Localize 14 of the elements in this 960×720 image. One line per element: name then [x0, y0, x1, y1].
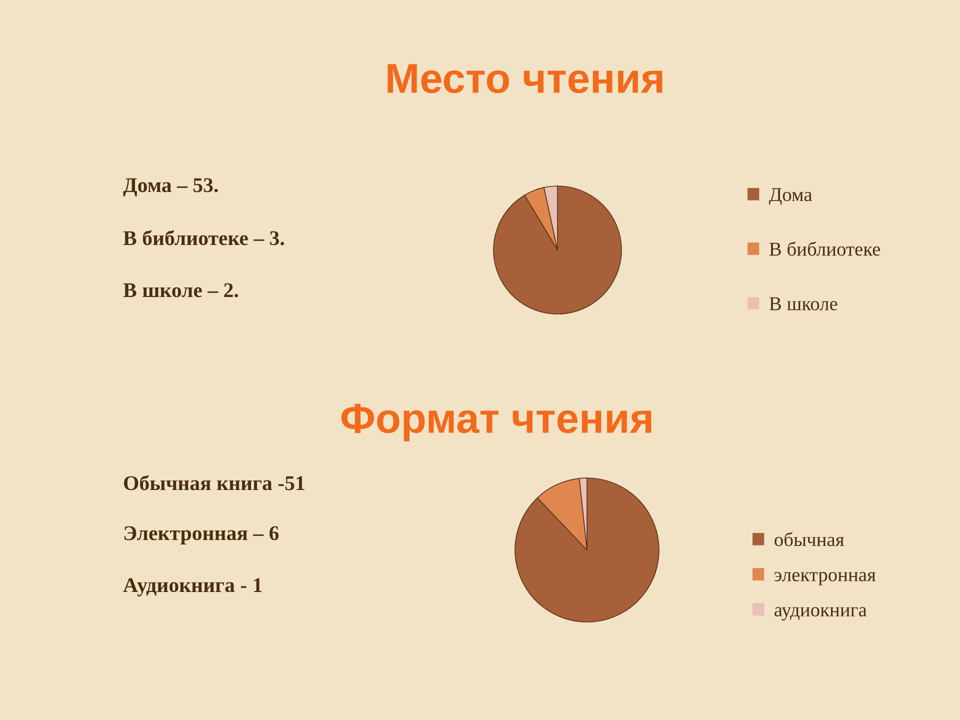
text: В библиотеке – 3. [123, 230, 284, 246]
legend-label: Дома [769, 188, 812, 206]
legend-label: электронная [774, 572, 876, 586]
legend-label: обычная [774, 532, 844, 546]
chart-title: Формат чтения [341, 404, 652, 442]
text: В школе – 2. [123, 283, 238, 298]
chart-title: Место чтения [388, 64, 662, 94]
legend-label: В школе [769, 297, 838, 310]
text: Аудиокнига - 1 [123, 578, 262, 596]
text: Дома – 53. [123, 178, 218, 196]
legend-label: аудиокнига [774, 607, 867, 620]
legend-label: В библиотеке [769, 242, 880, 256]
text: Электронная – 6 [124, 526, 279, 544]
text: Обычная книга -51 [124, 475, 304, 490]
